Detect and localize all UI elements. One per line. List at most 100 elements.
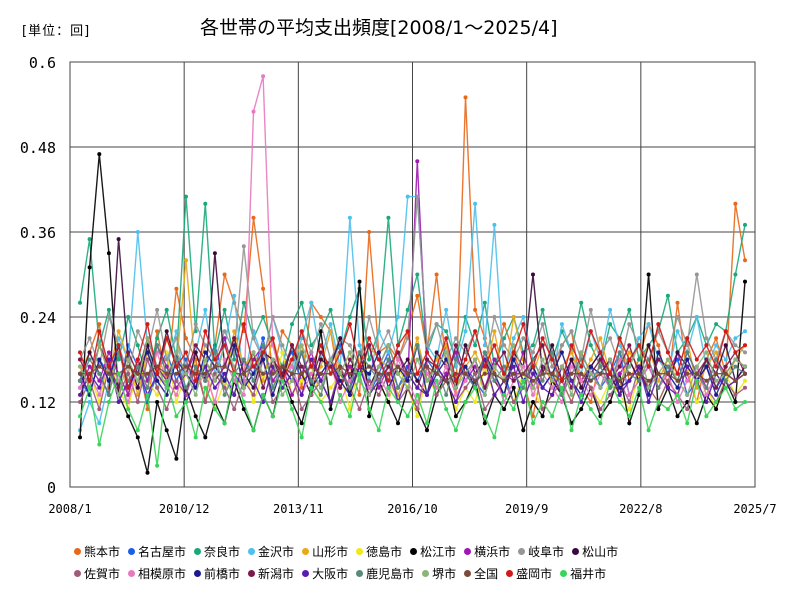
legend-item: 松山市 [572, 543, 618, 560]
data-point [685, 421, 690, 426]
data-point [396, 400, 400, 404]
data-point [646, 364, 651, 369]
data-point [714, 364, 719, 369]
data-point [241, 407, 246, 412]
data-point [347, 315, 352, 319]
data-point [656, 322, 661, 327]
data-point [212, 378, 217, 383]
data-point [637, 385, 641, 390]
y-tick-label: 0.48 [20, 139, 56, 157]
data-point [347, 215, 352, 220]
data-point [675, 329, 680, 334]
data-point [579, 371, 584, 376]
data-point [203, 357, 208, 362]
data-point [261, 286, 266, 291]
data-point [78, 385, 82, 390]
data-point [299, 371, 304, 376]
data-point [87, 350, 92, 355]
data-point [588, 343, 593, 348]
data-point [733, 378, 738, 383]
data-point [135, 364, 140, 369]
data-point [559, 400, 564, 404]
data-point [569, 357, 574, 362]
data-point [579, 300, 584, 305]
data-point [299, 407, 304, 412]
data-point [78, 300, 82, 305]
data-point [608, 392, 613, 397]
data-point [396, 364, 400, 369]
data-point [627, 307, 632, 312]
data-point [396, 357, 400, 362]
data-point [232, 329, 237, 334]
data-point [405, 357, 410, 362]
data-point [328, 407, 333, 412]
y-tick-label: 0 [47, 479, 56, 497]
data-point [193, 392, 198, 397]
data-point [386, 343, 391, 348]
data-point [743, 371, 747, 376]
data-point [299, 435, 304, 440]
data-point [328, 400, 333, 404]
data-point [328, 357, 333, 362]
data-point [665, 378, 670, 383]
data-point [588, 357, 593, 362]
data-point [97, 371, 102, 376]
legend-item: 相模原市 [128, 565, 186, 582]
data-point [675, 392, 680, 397]
data-point [116, 392, 121, 397]
data-point [270, 371, 275, 376]
data-point [318, 357, 323, 362]
x-tick-label: 2013/11 [273, 502, 324, 516]
data-point [733, 343, 738, 348]
data-point [222, 371, 227, 376]
data-point [203, 329, 208, 334]
data-point [502, 322, 507, 327]
data-point [723, 364, 728, 369]
data-point [415, 343, 420, 348]
data-point [743, 400, 747, 404]
data-point [511, 336, 516, 341]
legend-item: 新潟市 [248, 565, 294, 582]
legend-row: 佐賀市 相模原市 前橋市 新潟市 大阪市 鹿児島市 堺市 全国 盛岡市 福井市 [74, 562, 734, 584]
data-point [502, 392, 507, 397]
data-point [184, 350, 188, 355]
legend-item: 盛岡市 [506, 565, 552, 582]
data-point [550, 385, 555, 390]
data-point [106, 392, 111, 397]
data-point [357, 392, 362, 397]
legend-label: 徳島市 [366, 544, 403, 559]
data-point [299, 300, 304, 305]
data-point [386, 329, 391, 334]
data-point [617, 378, 622, 383]
data-point [155, 400, 160, 404]
data-point [425, 364, 429, 369]
data-point [473, 343, 478, 348]
data-point [425, 357, 429, 362]
data-point [106, 315, 111, 319]
data-point [222, 343, 227, 348]
data-point [559, 343, 564, 348]
legend-item: 前橋市 [194, 565, 240, 582]
data-point [743, 329, 747, 334]
data-point [174, 371, 179, 376]
legend-item: 松江市 [410, 543, 456, 560]
data-point [386, 385, 391, 390]
data-point [608, 371, 613, 376]
data-point [338, 371, 343, 376]
data-point [367, 414, 372, 419]
data-point [511, 364, 516, 369]
data-point [723, 385, 728, 390]
data-point [116, 237, 121, 242]
data-point [415, 371, 420, 376]
data-point [87, 385, 92, 390]
legend-item: 全国 [464, 565, 498, 582]
series-line [79, 196, 746, 377]
legend-item: 大阪市 [302, 565, 348, 582]
data-point [579, 350, 584, 355]
data-point [482, 300, 487, 305]
data-point [540, 385, 545, 390]
data-point [299, 378, 304, 383]
data-point [569, 364, 574, 369]
data-point [241, 371, 246, 376]
data-point [569, 371, 574, 376]
